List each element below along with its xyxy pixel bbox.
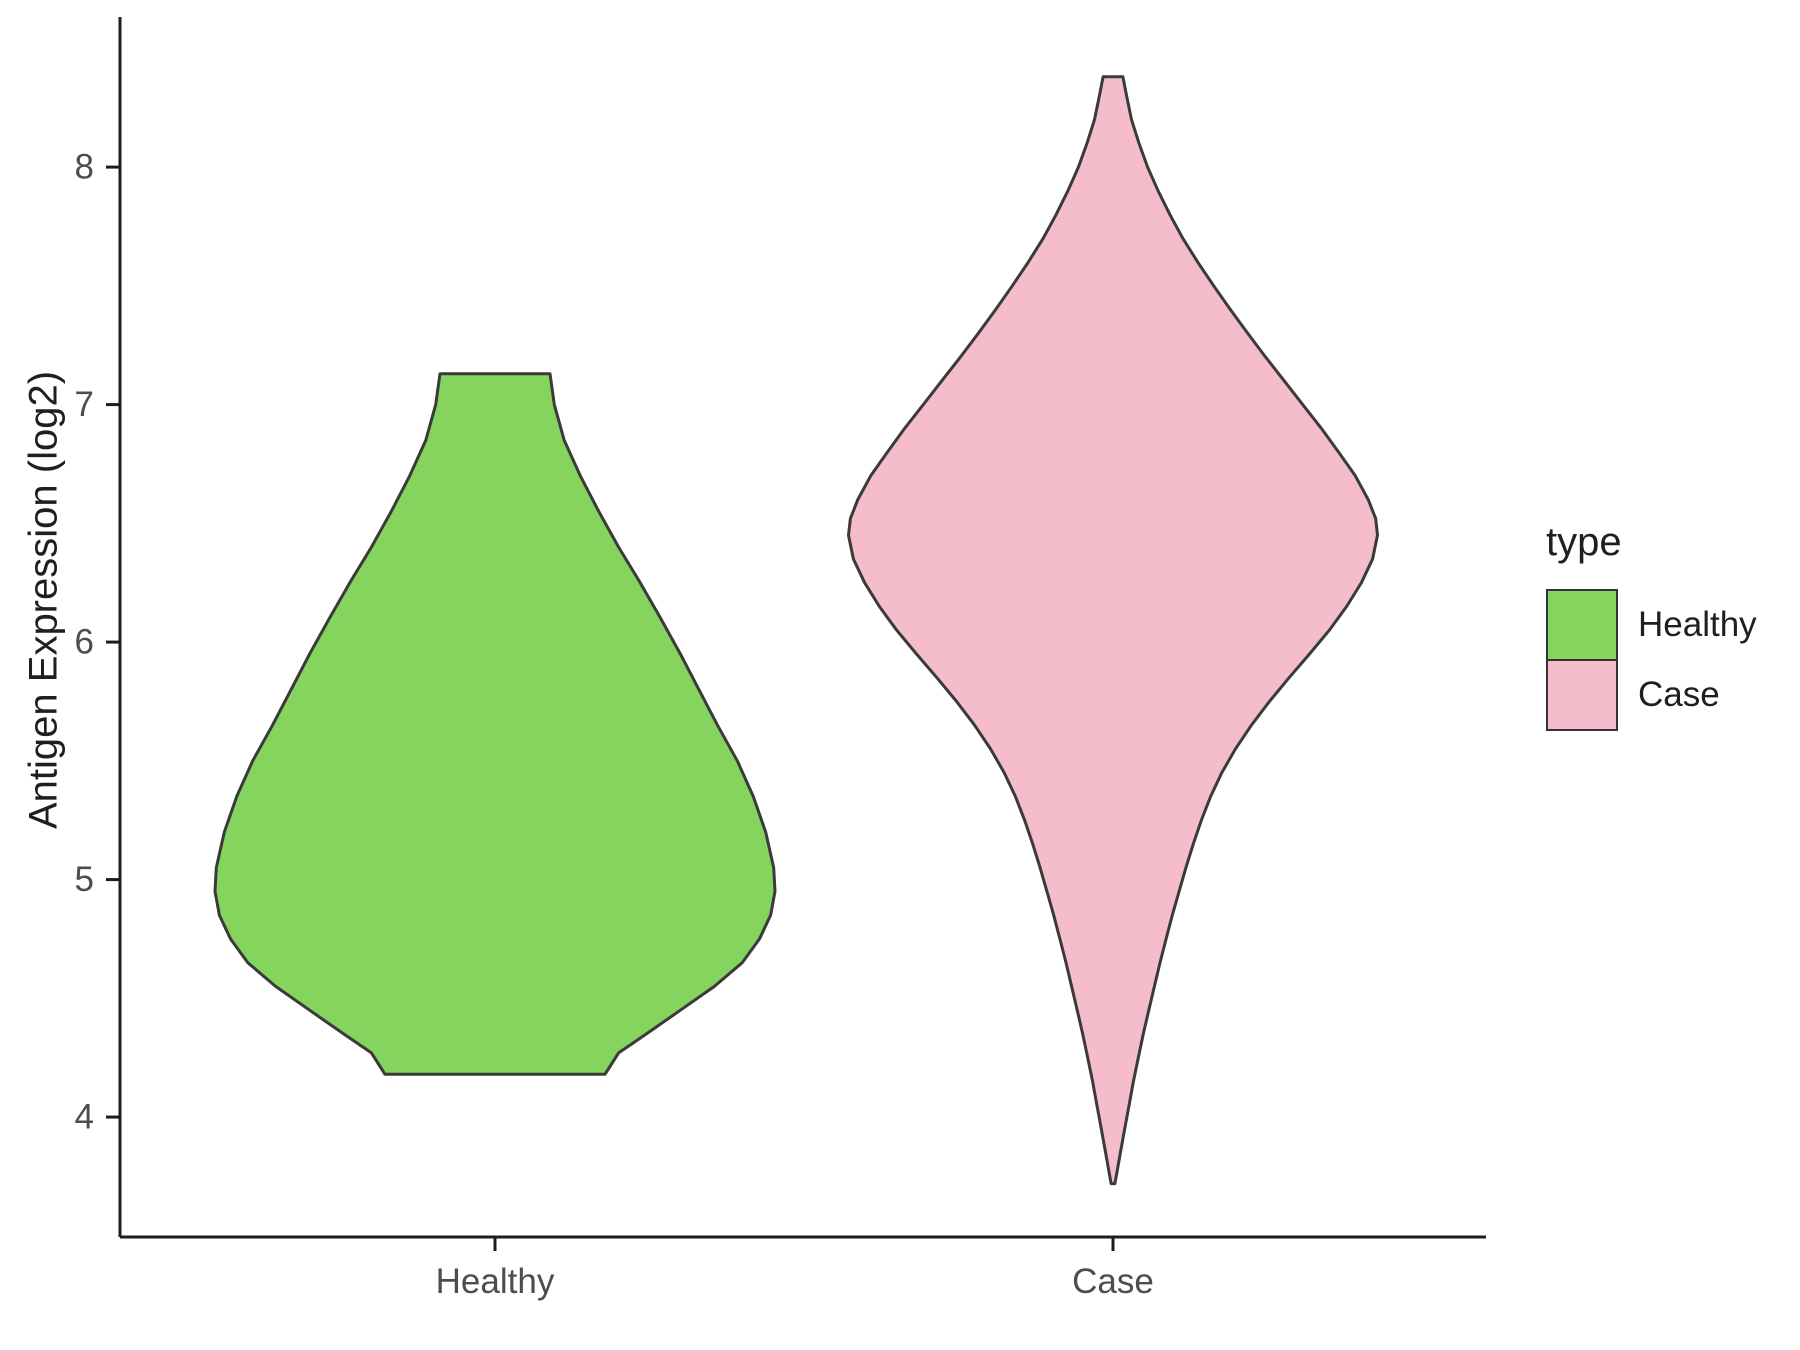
legend-entry-healthy: Healthy xyxy=(1546,589,1757,661)
legend: type Healthy Case xyxy=(1546,520,1757,731)
y-tick-label: 7 xyxy=(75,385,94,424)
violin-case xyxy=(847,75,1379,1186)
legend-title: type xyxy=(1546,520,1622,564)
legend-key-case-swatch xyxy=(1546,659,1618,731)
y-tick-label: 4 xyxy=(75,1098,94,1137)
y-axis-title: Antigen Expression (log2) xyxy=(21,370,66,830)
legend-key-healthy-swatch xyxy=(1546,589,1618,661)
legend-entry-case: Case xyxy=(1546,659,1757,731)
x-tick-label: Case xyxy=(1072,1262,1154,1301)
violin-healthy xyxy=(213,372,777,1076)
legend-label-case: Case xyxy=(1638,675,1720,714)
y-tick-label: 5 xyxy=(75,860,94,899)
legend-label-healthy: Healthy xyxy=(1638,605,1757,644)
y-tick-label: 8 xyxy=(75,148,94,187)
x-tick-label: Healthy xyxy=(436,1262,555,1301)
y-tick-label: 6 xyxy=(75,623,94,662)
